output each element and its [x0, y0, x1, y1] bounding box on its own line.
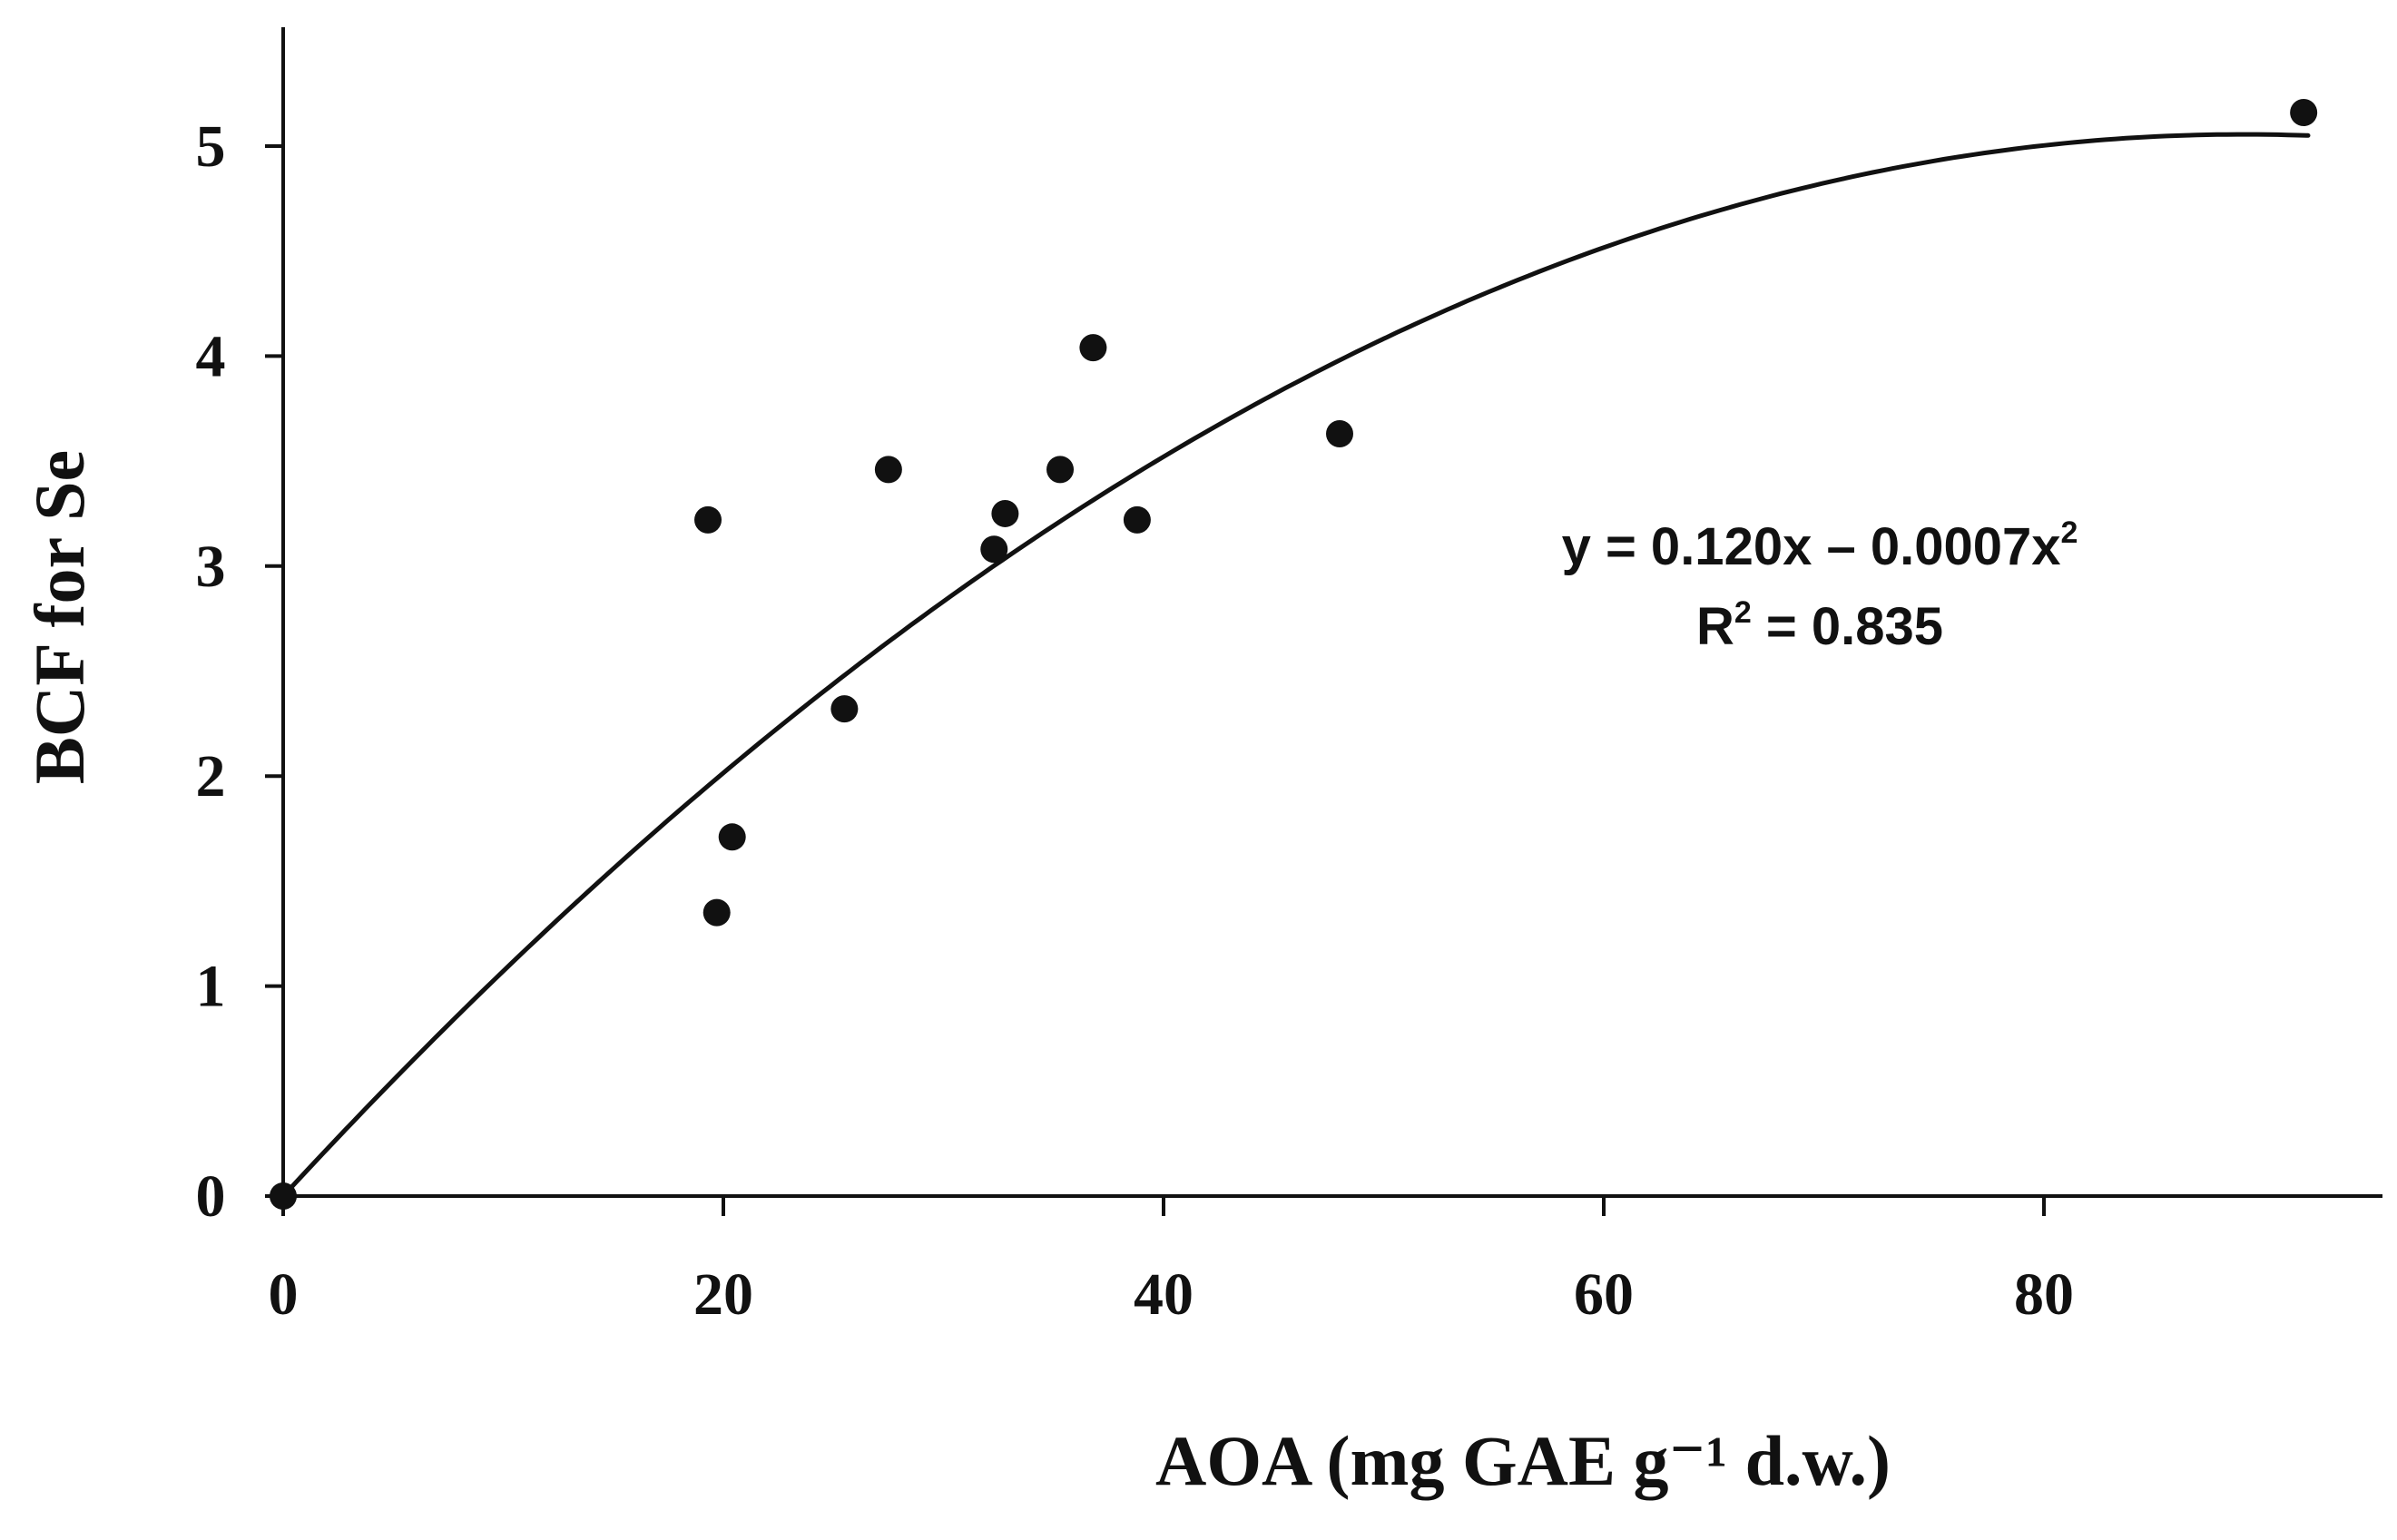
- data-point: [694, 505, 722, 534]
- y-tick-label: 4: [196, 323, 226, 389]
- data-point: [830, 695, 859, 723]
- x-tick-label: 0: [269, 1261, 299, 1328]
- data-point: [874, 456, 902, 484]
- y-tick-label: 0: [196, 1163, 226, 1230]
- fit-equation: y = 0.120x – 0.0007x2: [1562, 515, 2078, 576]
- x-axis-title: AOA (mg GAE g⁻¹ d.w.): [1155, 1421, 1891, 1500]
- x-tick-label: 60: [1574, 1261, 1634, 1328]
- y-tick-label: 5: [196, 113, 226, 180]
- y-tick-label: 1: [196, 954, 226, 1020]
- x-tick-label: 20: [693, 1261, 753, 1328]
- r-squared: R2 = 0.835: [1696, 595, 1943, 656]
- data-point: [270, 1182, 297, 1210]
- y-tick-label: 3: [196, 534, 226, 600]
- r-squared-prefix: R: [1696, 597, 1734, 656]
- data-point: [1326, 420, 1353, 448]
- data-point: [980, 535, 1008, 564]
- fit-equation-exponent: 2: [2060, 515, 2078, 550]
- y-tick-label: 2: [196, 743, 226, 809]
- r-squared-value: = 0.835: [1752, 597, 1943, 656]
- data-point: [2290, 98, 2318, 126]
- y-axis-ticks: 0 1 2 3 4 5: [196, 113, 283, 1230]
- data-point: [1123, 505, 1151, 534]
- data-point: [1046, 456, 1075, 484]
- x-tick-label: 40: [1134, 1261, 1194, 1328]
- r-squared-exponent: 2: [1734, 595, 1752, 630]
- data-points: [270, 98, 2318, 1210]
- fit-curve: [280, 132, 2311, 1199]
- data-point: [1079, 334, 1107, 362]
- x-axis-ticks: 0 20 40 60 80: [269, 1196, 2074, 1328]
- x-tick-label: 80: [2014, 1261, 2074, 1328]
- y-axis-title: BCF for Se: [20, 450, 99, 784]
- data-point: [991, 499, 1019, 527]
- fit-equation-main: y = 0.120x – 0.0007x: [1562, 517, 2061, 576]
- data-point: [718, 823, 746, 851]
- axes: [281, 27, 2382, 1198]
- data-point: [702, 898, 731, 927]
